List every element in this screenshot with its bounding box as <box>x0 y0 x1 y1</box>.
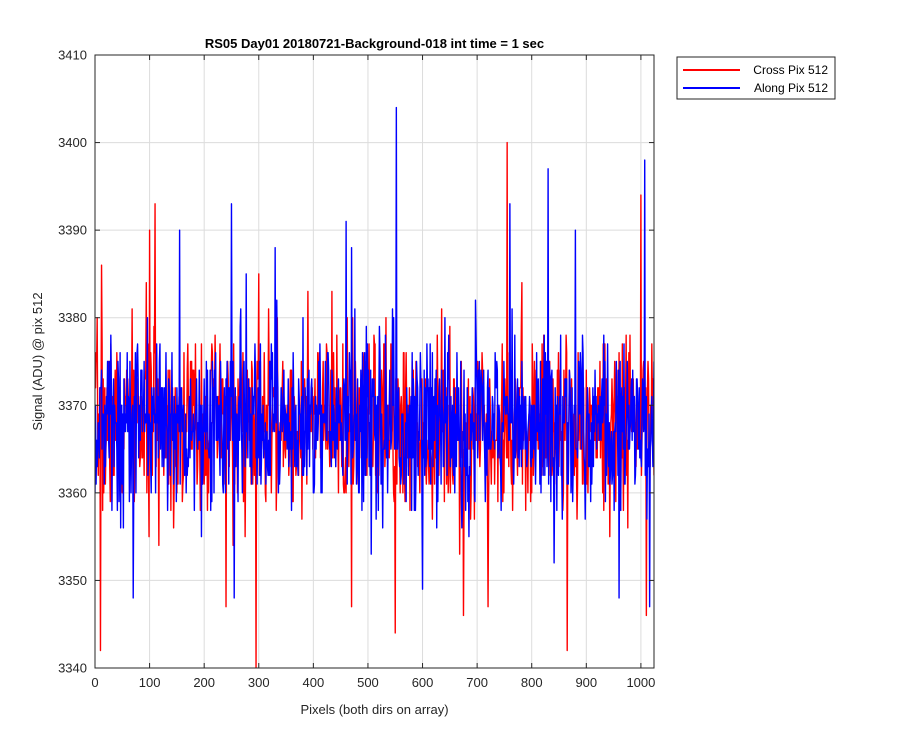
y-tick-label: 3380 <box>58 310 87 325</box>
y-tick-label: 3400 <box>58 135 87 150</box>
x-axis-label: Pixels (both dirs on array) <box>300 702 448 717</box>
x-tick-label: 300 <box>248 675 270 690</box>
y-tick-label: 3350 <box>58 573 87 588</box>
legend-label-cross: Cross Pix 512 <box>753 63 828 77</box>
x-tick-label: 700 <box>466 675 488 690</box>
x-tick-label: 600 <box>412 675 434 690</box>
y-tick-label: 3340 <box>58 661 87 676</box>
axis-ticks: 0 100 200 300 400 500 600 700 800 900 1000 3340 3350… <box>58 48 655 691</box>
legend-box <box>676 56 836 100</box>
y-tick-label: 3370 <box>58 398 87 413</box>
y-tick-label: 3390 <box>58 223 87 238</box>
x-tick-label: 200 <box>193 675 215 690</box>
plot-lines <box>95 106 654 668</box>
series-line-1 <box>95 106 654 608</box>
legend: Cross Pix 512 Along Pix 512 <box>676 56 836 100</box>
x-tick-label: 400 <box>303 675 325 690</box>
chart-title: RS05 Day01 20180721-Background-018 int t… <box>205 36 544 51</box>
legend-label-along: Along Pix 512 <box>754 81 828 95</box>
x-tick-label: 0 <box>91 675 98 690</box>
x-tick-label: 500 <box>357 675 379 690</box>
x-tick-label: 900 <box>575 675 597 690</box>
y-axis-label: Signal (ADU) @ pix 512 <box>30 292 45 430</box>
y-tick-label: 3410 <box>58 48 87 63</box>
y-tick-label: 3360 <box>58 485 87 500</box>
x-tick-label: 800 <box>521 675 543 690</box>
x-tick-label: 100 <box>139 675 161 690</box>
x-tick-label: 1000 <box>626 675 655 690</box>
plot-frame <box>94 54 655 669</box>
